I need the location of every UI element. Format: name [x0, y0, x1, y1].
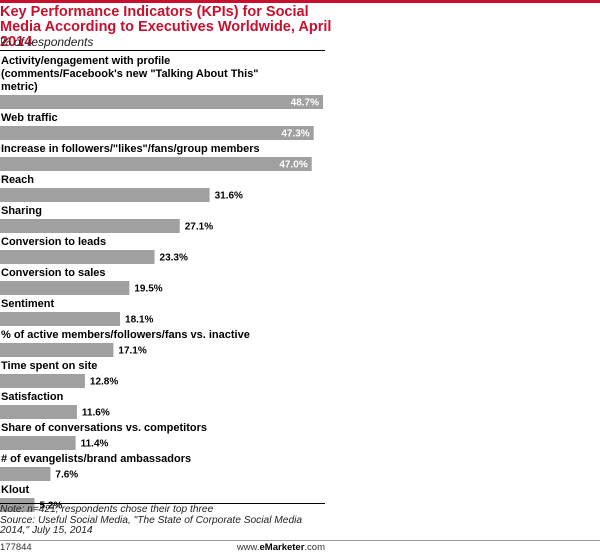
category-label: Increase in followers/"likes"/fans/group… — [1, 143, 260, 155]
value-label: 5.2% — [39, 501, 62, 512]
value-label: 27.1% — [185, 222, 213, 233]
category-label: Klout — [1, 484, 29, 496]
category-label: Web traffic — [1, 112, 58, 124]
value-label: 23.3% — [160, 253, 188, 264]
bar — [0, 343, 114, 357]
category-label: Satisfaction — [1, 391, 64, 403]
category-label: (comments/Facebook's new "Talking About … — [1, 68, 259, 80]
category-label: Activity/engagement with profile — [1, 55, 170, 67]
bar — [0, 374, 85, 388]
chart-title: Key Performance Indicators (KPIs) for So… — [0, 4, 332, 50]
chart-id: 177844 — [0, 542, 32, 553]
category-label: Conversion to sales — [1, 267, 106, 279]
credit-suffix: .com — [304, 542, 325, 553]
bar — [0, 436, 76, 450]
category-label: metric) — [1, 81, 38, 93]
category-label: Share of conversations vs. competitors — [1, 422, 207, 434]
chart-subtitle: % of respondents — [0, 35, 94, 49]
note-text: Note: n=421; respondents chose their top… — [0, 504, 214, 515]
bar — [0, 126, 314, 140]
top-accent-rule — [0, 0, 600, 3]
credit-brand: eMarketer — [259, 542, 305, 553]
category-label: % of active members/followers/fans vs. i… — [1, 329, 250, 341]
value-label: 7.6% — [55, 470, 78, 481]
bar — [0, 157, 312, 171]
value-label: 31.6% — [215, 191, 243, 202]
bar — [0, 250, 155, 264]
publisher-credit: www.eMarketer.com — [230, 542, 325, 553]
value-label: 19.5% — [134, 284, 162, 295]
category-label: Time spent on site — [1, 360, 97, 372]
category-label: Sentiment — [1, 298, 55, 310]
value-label: 12.8% — [90, 377, 118, 388]
header-divider — [0, 50, 325, 51]
bar — [0, 281, 130, 295]
category-label: Conversion to leads — [1, 236, 106, 248]
bar — [0, 467, 51, 481]
value-label: 11.6% — [82, 408, 110, 419]
bar — [0, 95, 323, 109]
value-label: 47.3% — [281, 129, 309, 140]
bottom-divider — [0, 540, 600, 541]
source-text: Source: Useful Social Media, "The State … — [0, 514, 303, 536]
category-label: # of evangelists/brand ambassadors — [1, 453, 191, 465]
bar — [0, 498, 35, 512]
category-label: Reach — [1, 174, 34, 186]
value-label: 47.0% — [279, 160, 307, 171]
value-label: 17.1% — [118, 346, 146, 357]
value-label: 11.4% — [81, 439, 109, 450]
bar — [0, 219, 180, 233]
bar — [0, 312, 121, 326]
credit-prefix: www. — [236, 542, 260, 553]
category-label: Sharing — [1, 205, 42, 217]
value-label: 18.1% — [125, 315, 153, 326]
bar — [0, 188, 210, 202]
value-label: 48.7% — [291, 98, 319, 109]
chart-notes: Note: n=421; respondents chose their top… — [0, 504, 330, 537]
bar — [0, 405, 77, 419]
footer-divider — [0, 503, 325, 504]
